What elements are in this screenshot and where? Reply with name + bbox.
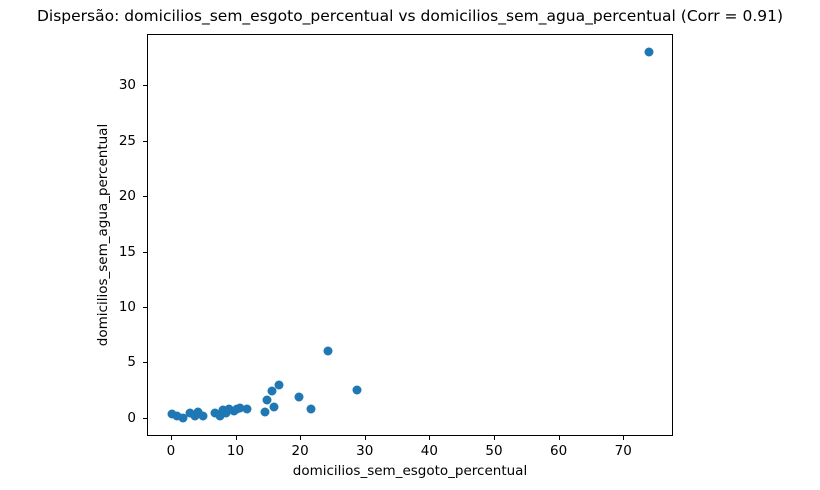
x-axis-tick-label: 70 [614,443,632,459]
y-axis-tick [143,196,147,198]
y-axis-tick [143,306,147,308]
chart-title: Dispersão: domicilios_sem_esgoto_percent… [36,7,784,25]
x-axis-tick [300,436,302,440]
x-axis-tick-label: 50 [485,443,503,459]
x-axis-label: domicilios_sem_esgoto_percentual [292,463,528,479]
y-axis-tick-label: 5 [127,354,136,371]
x-axis-tick-label: 0 [166,443,176,459]
x-axis-tick-label: 20 [291,443,309,459]
x-axis-tick [170,436,172,440]
y-axis-tick [143,85,147,87]
scatter-point [269,402,279,412]
scatter-point [224,404,234,414]
scatter-point [274,380,284,389]
x-axis-tick-label: 40 [420,443,438,459]
y-axis-tick-label: 15 [118,243,136,260]
scatter-point [260,407,270,417]
scatter-point [198,411,208,420]
scatter-point [210,408,220,418]
scatter-point [221,408,231,418]
x-axis-tick [429,436,431,440]
x-axis-tick [623,436,625,440]
x-axis-tick [558,436,560,440]
x-axis-tick [494,436,495,440]
y-axis-tick-label: 30 [118,77,136,94]
scatter-point [644,47,654,57]
scatter-point [215,411,225,420]
x-axis-tick [364,436,366,440]
scatter-point [178,413,188,423]
scatter-point [306,404,316,414]
scatter-point [242,404,251,414]
x-axis-tick-label: 30 [356,443,374,459]
y-axis-tick [143,417,147,419]
y-axis-tick-label: 25 [118,132,136,149]
scatter-point [172,411,182,421]
plot-area [147,34,673,436]
y-axis-tick-label: 20 [118,188,136,205]
y-axis-tick [143,140,147,142]
y-axis-tick-label: 0 [127,409,136,426]
y-axis-tick [143,251,147,253]
scatter-point [294,392,304,402]
scatter-point [193,407,203,417]
scatter-point [267,386,277,396]
y-axis-tick-label: 10 [118,298,136,315]
x-axis-tick-label: 60 [550,443,568,459]
scatter-point [167,409,177,419]
scatter-point [352,385,362,395]
scatter-point [235,403,245,413]
scatter-point [185,408,195,418]
x-axis-tick [235,436,237,440]
y-axis-tick [143,362,147,364]
x-axis-tick-label: 10 [226,443,245,459]
scatter-point [262,395,272,405]
scatter-point [323,346,333,356]
